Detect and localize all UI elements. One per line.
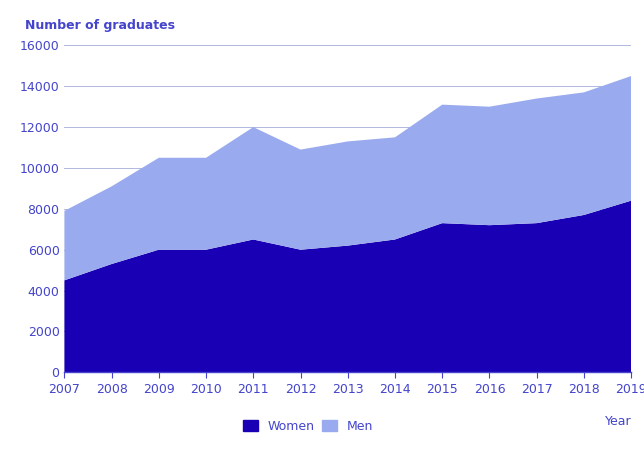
- Text: Year: Year: [605, 415, 631, 428]
- Text: Number of graduates: Number of graduates: [24, 20, 175, 32]
- Legend: Women, Men: Women, Men: [238, 415, 379, 438]
